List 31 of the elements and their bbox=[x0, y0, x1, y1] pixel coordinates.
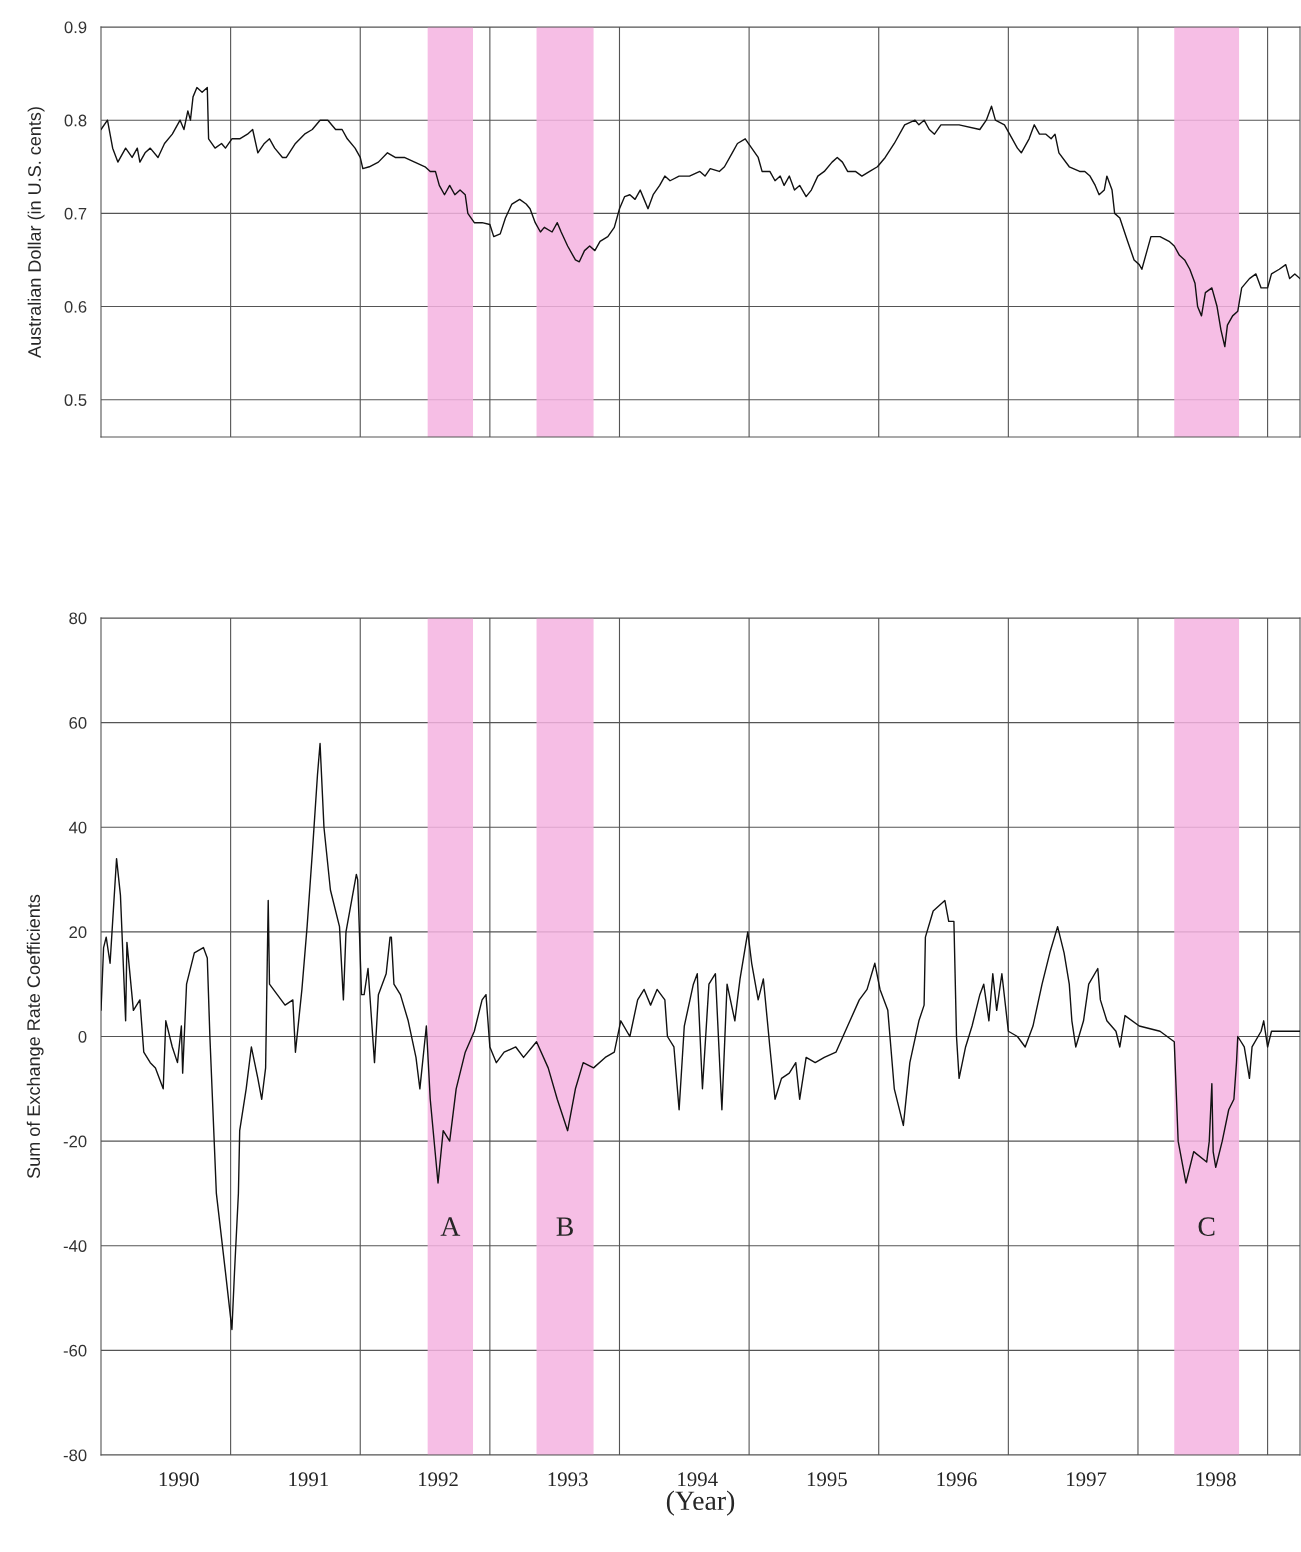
y-tick-label: 0.5 bbox=[64, 394, 87, 406]
y-tick-label: -80 bbox=[63, 1449, 87, 1462]
y-tick-label: -40 bbox=[63, 1240, 87, 1252]
x-tick-label: 1991 bbox=[289, 1472, 328, 1487]
y-tick-label: 0.8 bbox=[64, 114, 87, 127]
x-tick-label: 1995 bbox=[807, 1472, 847, 1487]
y-tick-label: 0.6 bbox=[64, 300, 87, 313]
y-tick-label: 80 bbox=[69, 612, 87, 625]
y-axis-title: Australian Dollar (in U.S. cents) bbox=[27, 107, 45, 358]
y-tick-label: 40 bbox=[68, 821, 87, 834]
x-tick-label: 1994 bbox=[678, 1472, 718, 1487]
x-tick-label: 1998 bbox=[1196, 1472, 1236, 1487]
band-label: C bbox=[1198, 1217, 1215, 1236]
band-label: B bbox=[556, 1217, 573, 1236]
x-tick-label: 1996 bbox=[937, 1472, 977, 1487]
y-tick-label: -60 bbox=[63, 1344, 87, 1357]
y-tick-label: 0.9 bbox=[64, 21, 87, 34]
y-axis-title: Sum of Exchange Rate Coefficients bbox=[26, 894, 44, 1179]
y-tick-label: 60 bbox=[69, 717, 87, 729]
x-tick-label: 1992 bbox=[419, 1472, 458, 1487]
y-tick-label: -20 bbox=[63, 1135, 87, 1148]
y-tick-label: 0 bbox=[78, 1030, 87, 1043]
x-tick-label: 1990 bbox=[159, 1472, 199, 1487]
band-label: A bbox=[440, 1217, 461, 1236]
line-series bbox=[101, 742, 1300, 1331]
x-tick-label: 1993 bbox=[548, 1472, 588, 1487]
x-tick-label: 1997 bbox=[1067, 1472, 1107, 1487]
line-series bbox=[101, 86, 1300, 348]
y-tick-label: 0.7 bbox=[64, 207, 87, 220]
y-tick-label: 20 bbox=[69, 926, 87, 939]
x-axis-title: (Year) bbox=[666, 1490, 735, 1516]
